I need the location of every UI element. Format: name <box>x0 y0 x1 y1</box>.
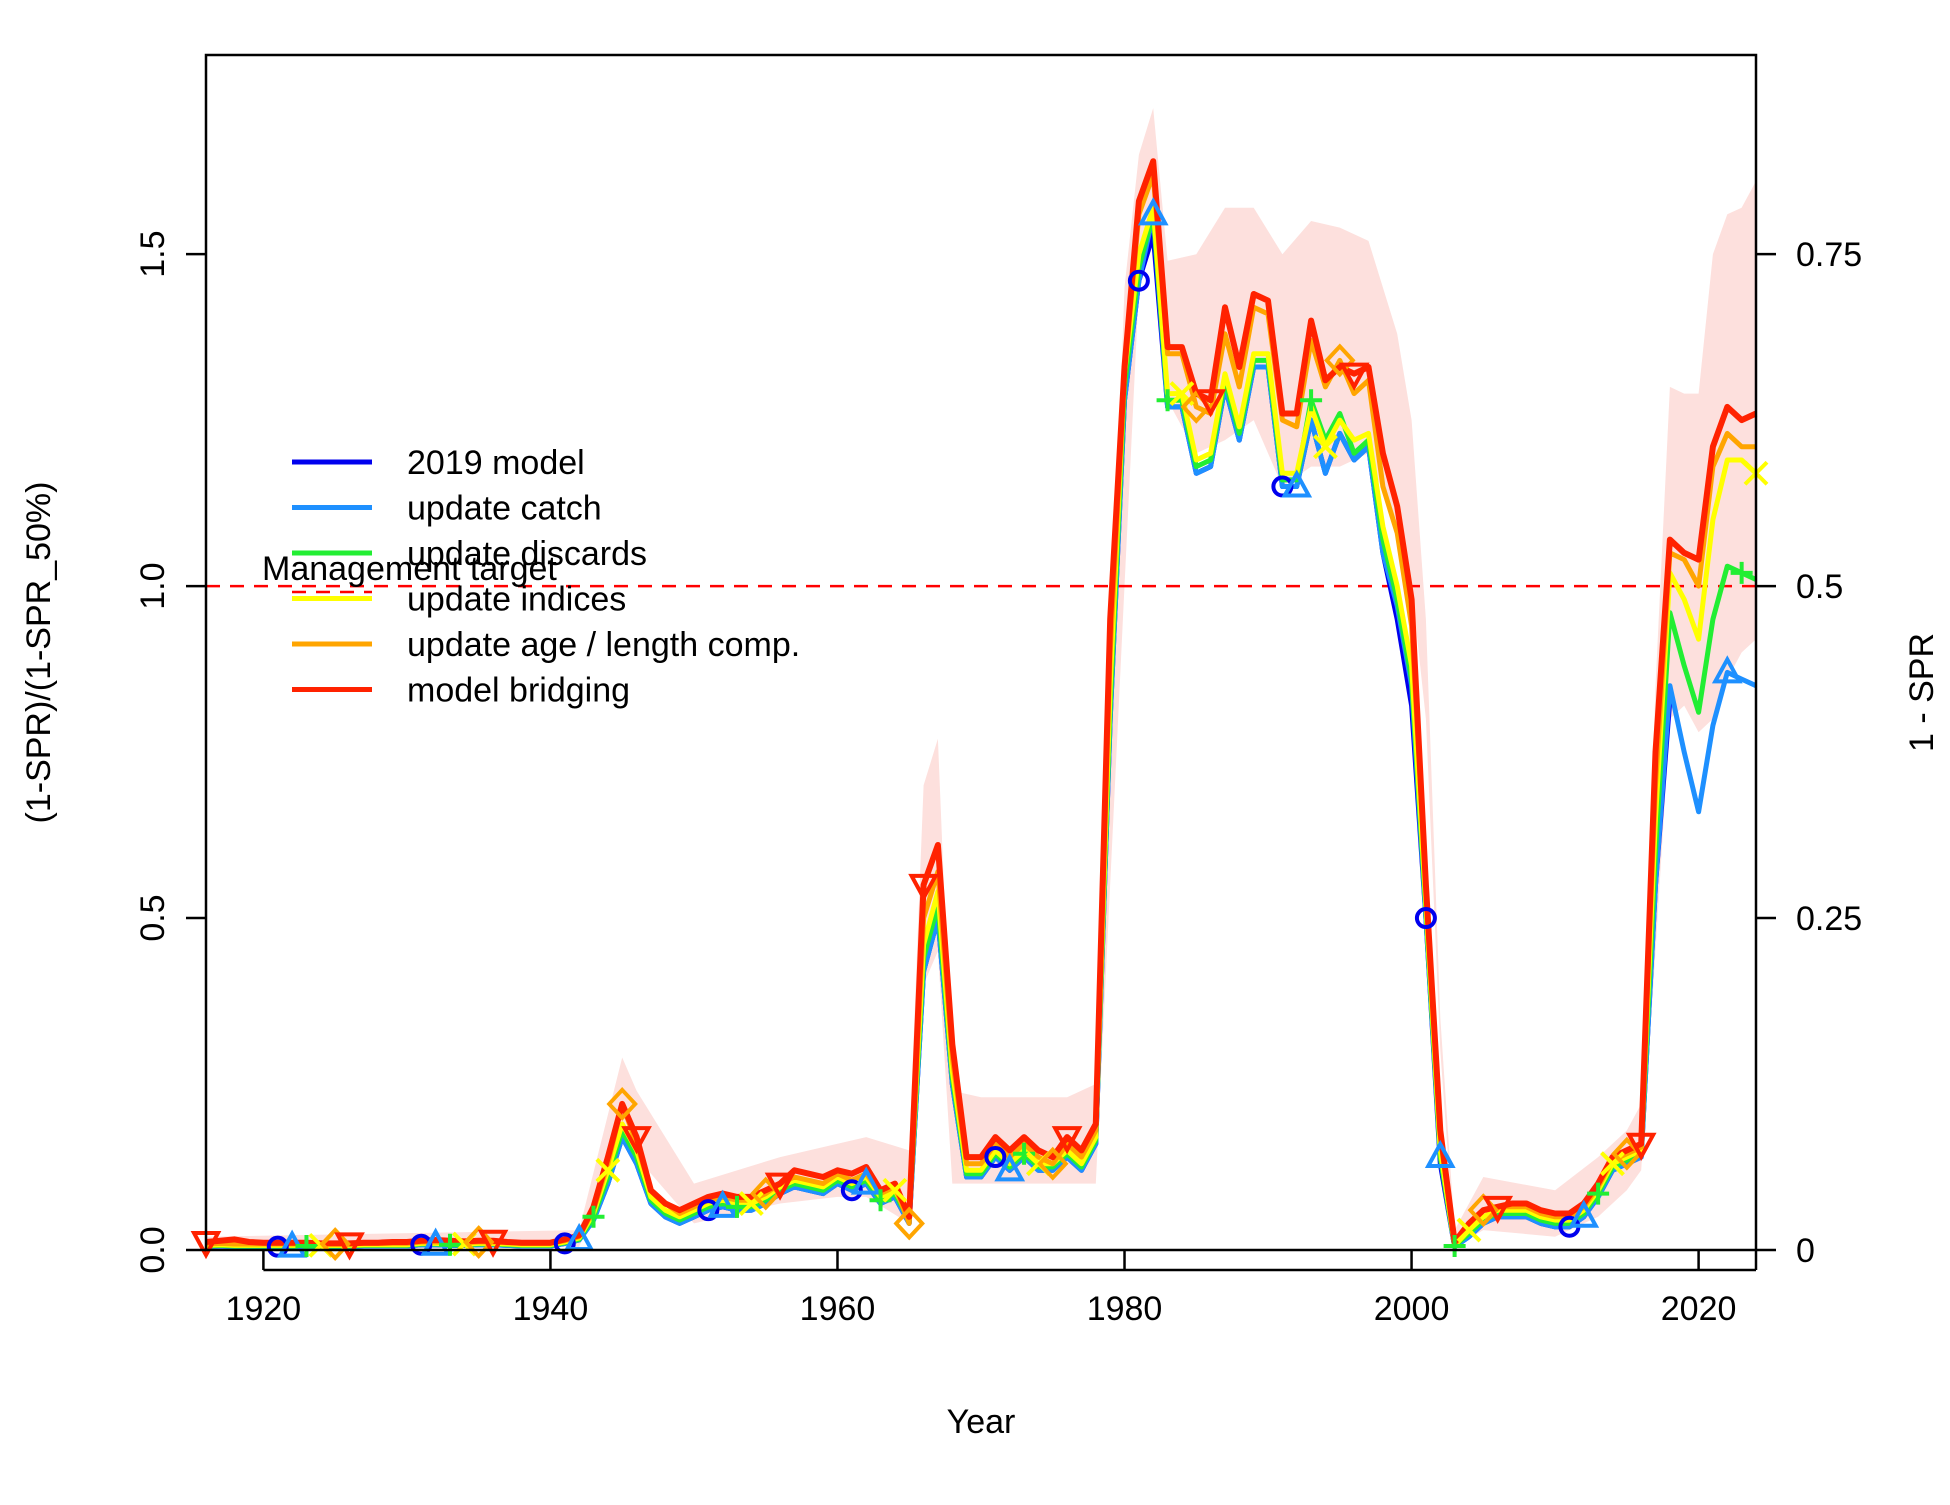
marker-update-discards <box>582 1205 605 1228</box>
marker-2019-model <box>1127 269 1150 292</box>
y2-tick-label: 0 <box>1796 1232 1815 1270</box>
series-line-update-catch <box>205 211 1758 1250</box>
marker-update-indices <box>882 1177 908 1203</box>
marker-model-bridging <box>334 1232 365 1261</box>
series-line-update-indices <box>205 205 1758 1248</box>
marker-update-catch <box>1711 655 1743 684</box>
y2-tick-label: 0.75 <box>1796 236 1862 274</box>
marker-update-discards <box>295 1235 318 1258</box>
marker-update-indices <box>738 1191 764 1216</box>
legend-label-update-catch: update catch <box>407 490 602 528</box>
marker-update-indices <box>1600 1151 1625 1177</box>
x-tick-label: 2020 <box>1661 1290 1737 1328</box>
marker-model-bridging <box>621 1126 652 1155</box>
x-tick-label: 1980 <box>1087 1290 1163 1328</box>
y-tick-label: 0.5 <box>134 894 172 941</box>
y-tick-label: 0.0 <box>134 1226 172 1273</box>
marker-update-discards <box>1587 1182 1610 1205</box>
marker-update-discards <box>1443 1235 1466 1258</box>
marker-update-indices <box>595 1157 621 1183</box>
marker-model-bridging <box>908 873 939 903</box>
marker-2019-model <box>553 1232 576 1255</box>
legend-label-model-bridging: model bridging <box>407 672 630 710</box>
marker-update-catch <box>1281 469 1313 498</box>
marker-update-discards <box>869 1189 892 1212</box>
marker-update-discards <box>1013 1142 1036 1165</box>
marker-update-discards <box>726 1195 749 1218</box>
marker-2019-model <box>1414 907 1437 930</box>
marker-update-age-length-comp <box>606 1087 638 1121</box>
x-tick-label: 2000 <box>1374 1290 1450 1328</box>
x-tick-label: 1940 <box>513 1290 589 1328</box>
marker-update-catch <box>1568 1199 1600 1228</box>
marker-2019-model <box>984 1146 1007 1169</box>
x-axis-label: Year <box>947 1403 1016 1441</box>
marker-model-bridging <box>1195 389 1226 418</box>
series-line-update-discards <box>205 211 1758 1249</box>
marker-update-age-length-comp <box>462 1225 495 1259</box>
marker-update-catch <box>850 1166 882 1195</box>
marker-2019-model <box>840 1179 863 1202</box>
marker-update-catch <box>1424 1139 1456 1169</box>
marker-model-bridging <box>1482 1195 1514 1225</box>
marker-update-age-length-comp <box>319 1227 351 1261</box>
legend-label-update-discards: update discards <box>407 535 647 573</box>
marker-update-age-length-comp <box>1037 1146 1069 1181</box>
marker-update-age-length-comp <box>893 1206 925 1241</box>
marker-2019-model <box>697 1199 720 1222</box>
marker-update-discards <box>438 1233 461 1256</box>
marker-model-bridging <box>1051 1126 1083 1155</box>
marker-update-catch <box>1137 197 1169 226</box>
x-tick-label: 1960 <box>800 1290 876 1328</box>
marker-model-bridging <box>764 1172 796 1201</box>
x-tick-label: 1920 <box>226 1290 302 1328</box>
y-tick-label: 1.0 <box>134 562 172 609</box>
marker-update-catch <box>994 1153 1026 1182</box>
legend-label-2019-model: 2019 model <box>407 444 585 482</box>
marker-update-indices <box>1456 1217 1482 1243</box>
marker-model-bridging <box>1338 362 1370 391</box>
y2-axis-label: 1 - SPR <box>1903 633 1941 752</box>
marker-update-indices <box>1313 434 1338 460</box>
plot-frame <box>204 53 1758 1252</box>
y-axis-label: (1-SPR)/(1-SPR_50%) <box>20 482 58 824</box>
y-tick-label: 1.5 <box>134 231 172 278</box>
y2-tick-label: 0.25 <box>1796 900 1862 938</box>
marker-update-discards <box>1300 389 1323 412</box>
marker-update-age-length-comp <box>1324 343 1356 378</box>
axis-layer: 1920 1940 1960 1980 2000 2020 0.0 0.5 1.0 1.5 0 0.2… <box>134 231 1862 1328</box>
y2-tick-label: 0.5 <box>1796 568 1843 606</box>
marker-update-discards <box>1730 561 1753 584</box>
marker-model-bridging <box>477 1229 509 1258</box>
legend: 2019 model update catch update discards upd… <box>262 444 800 710</box>
legend-label-update-age-length-comp: update age / length comp. <box>407 626 800 664</box>
marker-model-bridging <box>1625 1132 1657 1161</box>
legend-label-update-indices: update indices <box>407 581 626 619</box>
legend-label-management-target: Management target <box>262 550 557 588</box>
